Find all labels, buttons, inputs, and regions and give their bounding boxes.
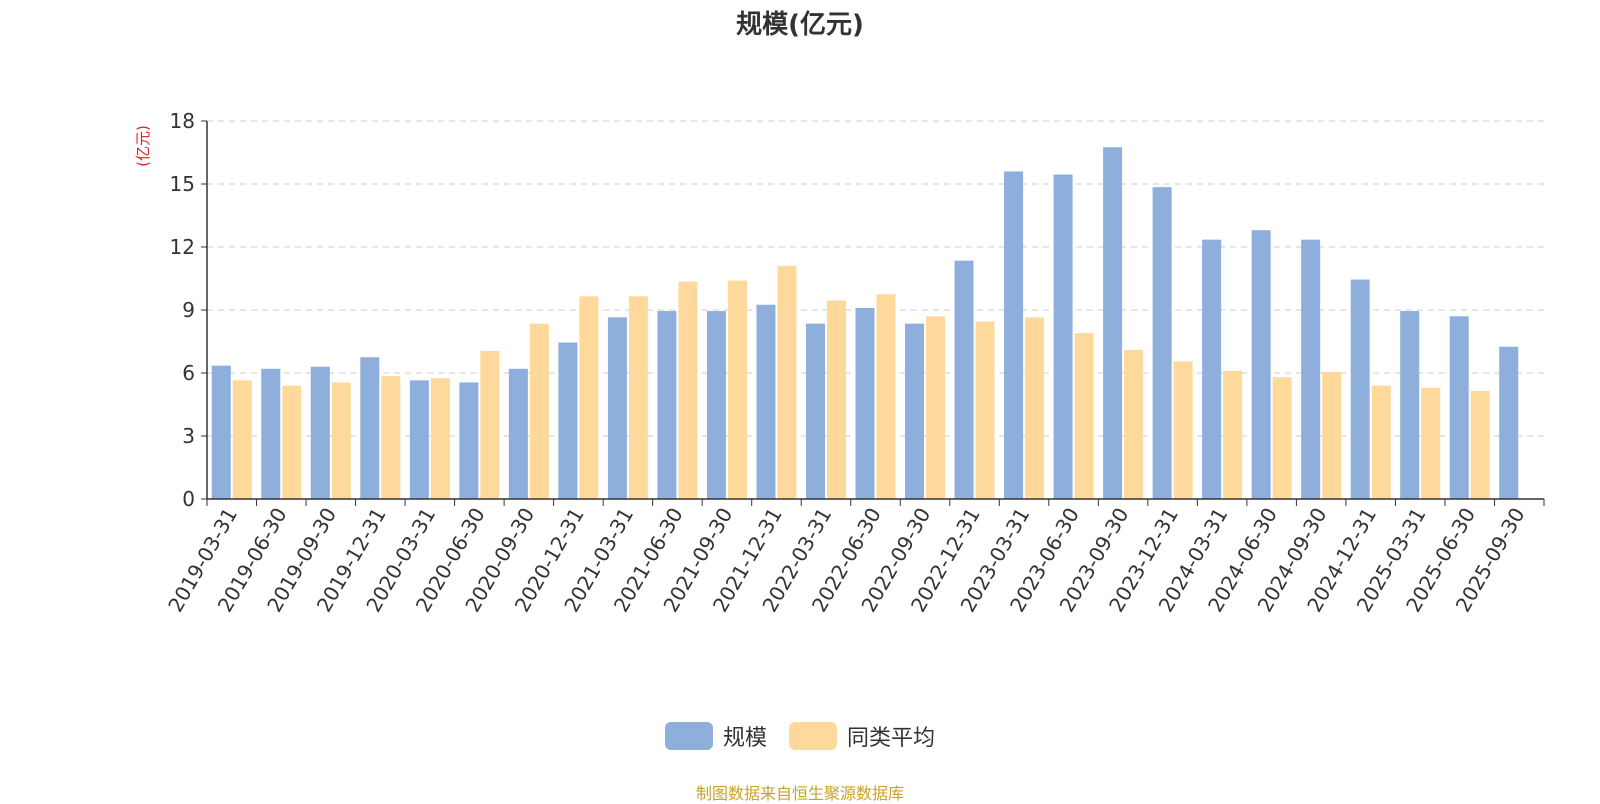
y-tick-label: 18 [170,109,195,133]
bar-peer-average [480,350,500,499]
y-tick-label: 9 [182,298,195,322]
bar-peer-average [1470,390,1490,499]
bar-scale [1103,147,1123,499]
legend-label-peer-average: 同类平均 [847,726,936,751]
y-tick-label: 6 [182,361,195,385]
legend-label-scale: 规模 [722,726,767,751]
bar-peer-average [1371,385,1391,499]
bar-scale [1004,171,1024,499]
bar-peer-average [1074,333,1094,499]
bar-scale [1202,239,1222,499]
bar-peer-average [282,385,302,499]
bar-scale [211,365,231,499]
bar-scale [261,368,281,499]
legend-swatch-scale [664,722,713,750]
bar-scale [558,342,578,499]
bar-scale [1301,239,1321,499]
bar-peer-average [579,296,599,499]
bar-scale [1350,279,1370,499]
bar-scale [459,382,479,499]
bar-peer-average [1322,371,1342,499]
bar-peer-average [678,281,698,499]
chart-title: 规模(亿元) [736,10,864,40]
y-tick-label: 0 [182,487,195,511]
bar-peer-average [1173,361,1193,499]
bar-scale [1053,174,1073,500]
bar-scale [905,323,925,499]
bar-scale [409,380,429,499]
bar-peer-average [826,300,846,499]
bar-peer-average [1124,349,1144,499]
legend-item-scale[interactable]: 规模 [664,720,767,752]
bar-peer-average [430,378,450,499]
bar-peer-average [1421,387,1441,499]
bar-peer-average [232,380,252,499]
bar-scale [805,323,825,499]
bar-scale [855,307,875,499]
bar-peer-average [529,323,549,499]
bar-scale [508,368,528,499]
bar-scale [756,304,776,499]
legend: 规模 同类平均 [0,720,1600,752]
bar-peer-average [1025,317,1045,499]
bar-peer-average [1272,377,1292,499]
y-tick-labels: 0 3 6 9 12 15 18 [170,109,195,511]
bar-peer-average [876,294,896,499]
bar-scale [1449,316,1469,499]
x-tick-labels: 2019-03-312019-06-302019-09-302019-12-31… [163,504,1529,617]
bar-peer-average [1223,370,1243,499]
bar-scale [706,311,726,499]
grid-lines [207,120,1544,437]
bar-peer-average [926,316,946,499]
bar-peer-average [331,382,351,499]
bar-scale [954,260,974,499]
axes [201,120,1545,506]
legend-item-peer-average[interactable]: 同类平均 [789,720,935,752]
bar-scale [310,366,330,499]
y-tick-label: 3 [182,424,195,448]
y-tick-label: 15 [170,172,195,196]
y-tick-label: 12 [170,235,195,259]
bar-peer-average [777,265,797,499]
bar-scale [1251,230,1271,499]
bar-peer-average [381,376,401,499]
bar-scale [657,311,677,499]
bar-peer-average [975,321,995,499]
bar-peer-average [727,280,747,499]
bars [211,147,1519,500]
bar-scale [1152,187,1172,499]
bar-scale [1400,311,1420,499]
bar-scale [360,357,380,499]
y-axis-label: (亿元) [134,125,152,167]
bar-scale [607,317,627,499]
bar-peer-average [628,296,648,499]
legend-swatch-peer-average [789,722,837,750]
bar-scale [1499,346,1519,499]
source-note: 制图数据来自恒生聚源数据库 [695,784,904,803]
